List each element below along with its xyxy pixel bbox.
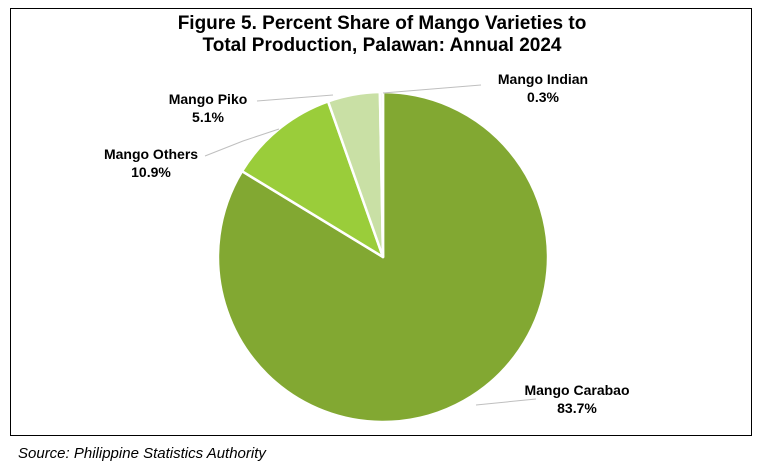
chart-title: Figure 5. Percent Share of Mango Varieti… — [11, 13, 753, 57]
pie-slice-mango-indian — [378, 90, 385, 259]
slice-labels: Mango Carabao 83.7% Mango Others 10.9% Mango… — [104, 71, 630, 416]
slice-label-mango-piko: Mango Piko — [169, 91, 248, 107]
slice-value-mango-carabao: 83.7% — [557, 400, 597, 416]
slice-value-mango-piko: 5.1% — [192, 109, 224, 125]
leader-line-mango-carabao — [475, 398, 537, 406]
slice-label-mango-indian: Mango Indian — [498, 71, 588, 87]
source-note: Source: Philippine Statistics Authority — [18, 445, 266, 462]
slice-label-mango-carabao: Mango Carabao — [524, 382, 629, 398]
slice-value-mango-indian: 0.3% — [527, 89, 559, 105]
chart-title-line-2: Total Production, Palawan: Annual 2024 — [202, 35, 562, 56]
pie-slices — [216, 90, 550, 424]
pie-slice-mango-others — [240, 100, 385, 259]
chart-frame: Figure 5. Percent Share of Mango Varieti… — [10, 8, 752, 436]
chart-title-line-1: Figure 5. Percent Share of Mango Varieti… — [177, 13, 587, 34]
pie-chart: Mango Carabao 83.7% Mango Others 10.9% Mango… — [104, 71, 630, 424]
slice-label-mango-others: Mango Others — [104, 146, 198, 162]
slice-value-mango-others: 10.9% — [131, 164, 171, 180]
leader-line-mango-indian — [382, 84, 482, 94]
leader-line-mango-others — [204, 128, 280, 157]
leader-lines — [204, 84, 537, 406]
leader-line-mango-piko — [256, 94, 334, 102]
